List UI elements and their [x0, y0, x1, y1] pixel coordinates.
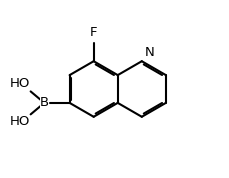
Text: F: F	[90, 26, 97, 39]
Text: HO: HO	[9, 115, 30, 128]
Text: N: N	[144, 46, 154, 59]
Text: B: B	[39, 96, 49, 109]
Text: HO: HO	[9, 77, 30, 90]
